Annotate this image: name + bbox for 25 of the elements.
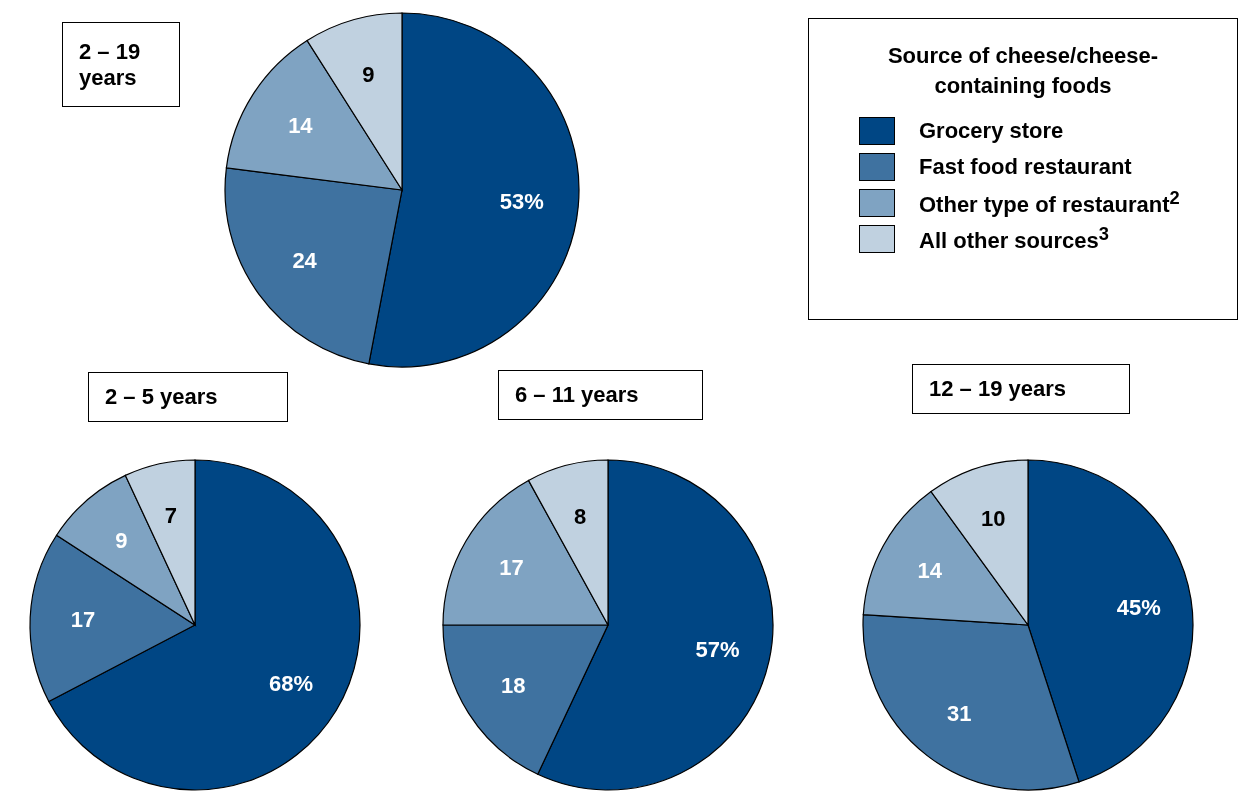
data-label: 8 [573,503,587,529]
legend-label: All other sources$^{3}$ [919,223,1109,255]
legend-label: Other type of restaurant$^{2}$ [919,187,1180,219]
data-label: 14 [917,558,943,584]
chart-title: 6 – 11 years [515,382,639,408]
legend-label: Grocery store [919,118,1064,144]
data-label: 31 [946,701,972,727]
chart-title: 12 – 19 years [929,376,1067,402]
data-label: 18 [501,672,526,698]
legend-label: Fast food restaurant [919,154,1132,180]
data-label: 7 [164,502,177,528]
data-label: 68% [268,670,314,696]
data-label: 14 [288,113,314,139]
data-label: 24 [292,248,318,274]
data-label: 10 [981,505,1006,531]
data-label: 45% [1116,594,1161,620]
legend-title: Source of cheese/cheese-containing foods [886,42,1160,100]
data-label: 17 [70,607,96,633]
data-label: 9 [115,527,128,553]
data-label: 57% [695,636,740,662]
data-label: 53% [499,188,544,214]
data-label: 17 [499,555,524,581]
text: 2 – 19 years [79,38,142,91]
chart-title: 2 – 5 years [105,384,218,410]
data-label: 9 [362,61,375,87]
